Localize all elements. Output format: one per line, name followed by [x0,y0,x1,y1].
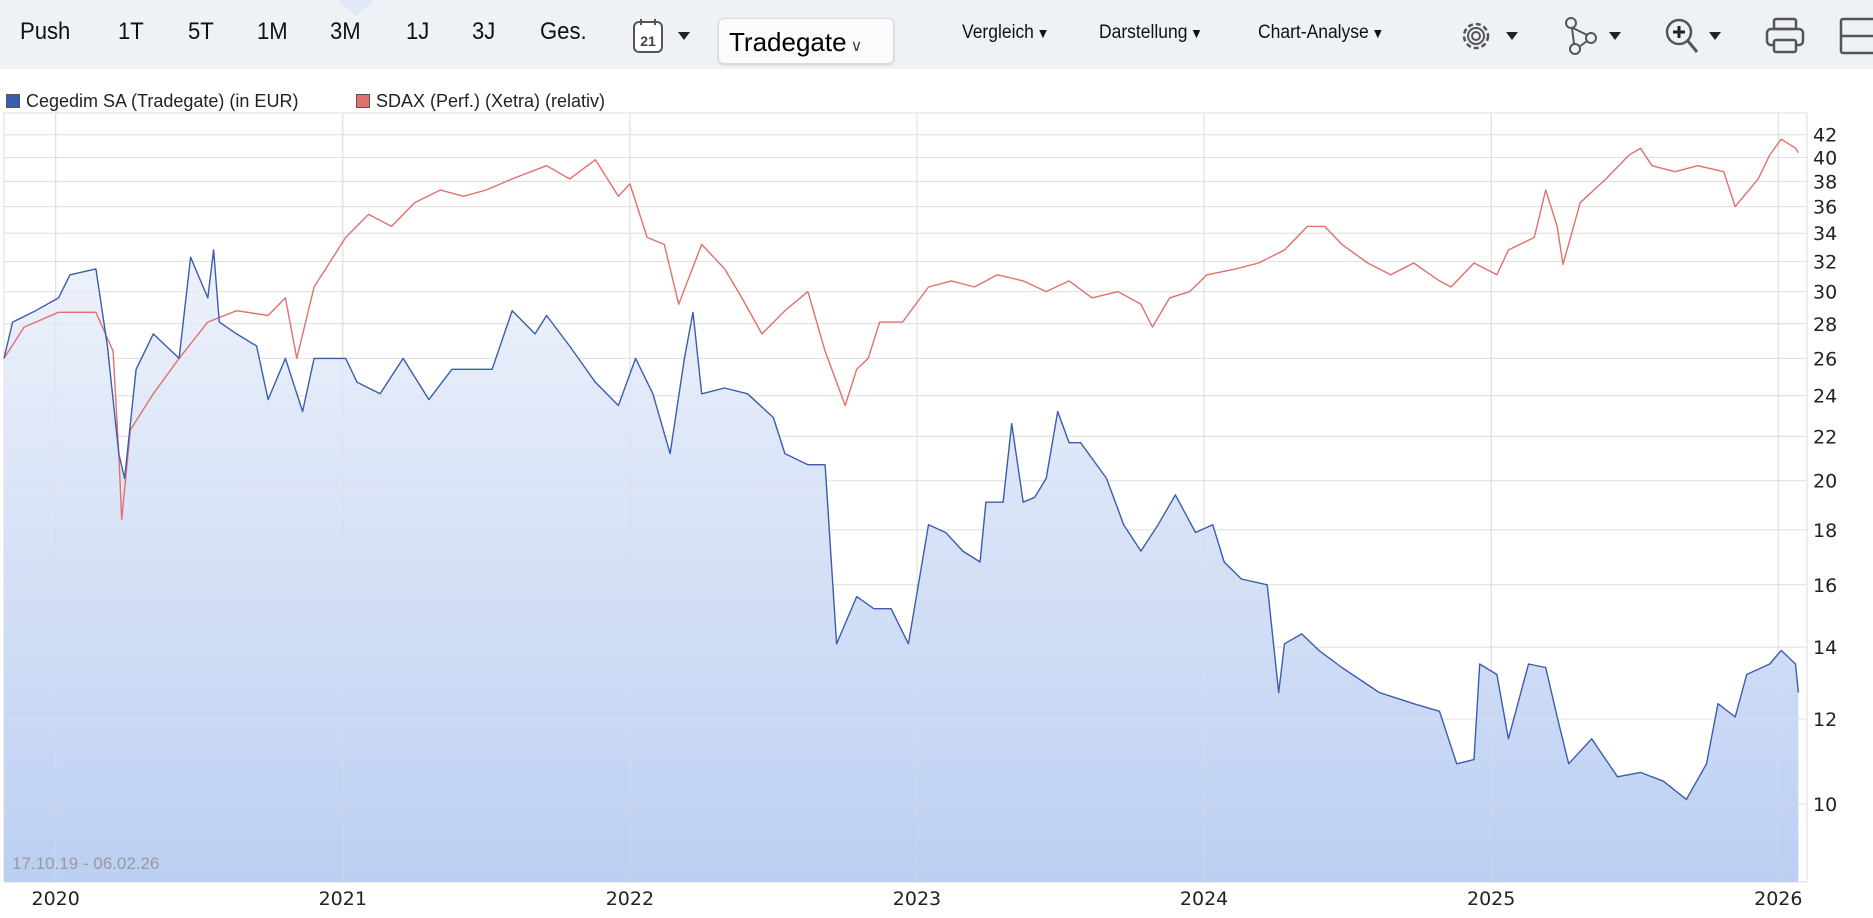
settings-button[interactable] [1458,16,1528,61]
printer-icon [1765,17,1805,54]
calendar-icon: 21 [633,19,690,53]
y-tick-label: 40 [1813,147,1837,169]
x-tick-label: 2025 [1467,888,1515,910]
network-icon [1565,17,1621,55]
dropdown-arrow-icon: ▼ [1190,25,1203,41]
y-tick-label: 16 [1813,575,1837,597]
period-1t-button[interactable]: 1T [118,18,144,45]
cegedim-area [4,250,1799,882]
x-tick-label: 2023 [893,888,941,910]
legend-swatch [6,94,20,108]
display-menu[interactable]: Darstellung ▼ [1099,22,1203,44]
x-tick-label: 2026 [1754,888,1802,910]
y-tick-label: 30 [1813,282,1837,304]
period-push-button[interactable]: Push [20,18,71,45]
x-tick-label: 2022 [606,888,654,910]
y-tick-label: 20 [1813,471,1837,493]
legend-label: Cegedim SA (Tradegate) (in EUR) [26,91,299,111]
share-button[interactable] [1563,16,1633,61]
chart-analysis-menu[interactable]: Chart-Analyse ▼ [1258,22,1384,44]
legend-item-sdax[interactable]: SDAX (Perf.) (Xetra) (relativ) [356,91,605,112]
y-tick-label: 32 [1813,252,1837,274]
chart-analysis-menu-label: Chart-Analyse [1258,22,1369,43]
compare-menu[interactable]: Vergleich ▼ [962,22,1049,44]
y-tick-label: 22 [1813,426,1837,448]
cegedim-line [3,249,1800,801]
legend-label: SDAX (Perf.) (Xetra) (relativ) [376,91,606,111]
date-range-label: 17.10.19 - 06.02.26 [12,854,160,873]
period-1m-button[interactable]: 1M [257,18,288,45]
zoom-in-icon [1665,18,1721,53]
x-tick-label: 2024 [1180,888,1228,910]
y-tick-label: 10 [1813,794,1837,816]
display-menu-label: Darstellung [1099,22,1188,43]
save-button[interactable] [1838,16,1873,61]
calendar-button[interactable]: 21 [632,17,694,60]
y-tick-label: 28 [1813,314,1837,336]
period-all-button[interactable]: Ges. [540,18,587,45]
chart-series [3,113,1807,882]
period-1j-button[interactable]: 1J [406,18,430,45]
gear-icon [1462,22,1518,50]
toolbar: Push 1T 5T 1M 3M 1J 3J Ges. 21 Tradegate… [0,0,1873,69]
y-tick-label: 24 [1813,386,1837,408]
y-tick-label: 18 [1813,520,1837,542]
period-3m-button[interactable]: 3M [330,18,361,45]
y-tick-label: 38 [1813,171,1837,193]
legend-swatch [356,94,370,108]
calendar-day: 21 [640,33,656,49]
compare-menu-label: Vergleich [962,22,1034,43]
dropdown-arrow-icon: ▼ [1371,25,1385,41]
x-tick-label: 2020 [31,888,79,910]
dropdown-arrow-icon: ▼ [1036,25,1050,41]
y-tick-label: 36 [1813,197,1837,219]
print-button[interactable] [1764,16,1808,61]
y-tick-label: 12 [1813,709,1837,731]
y-tick-label: 34 [1813,223,1837,245]
y-tick-label: 14 [1813,637,1837,659]
save-icon [1839,17,1873,55]
period-3j-button[interactable]: 3J [472,18,496,45]
chevron-down-icon: ∨ [850,38,863,55]
legend-item-cegedim[interactable]: Cegedim SA (Tradegate) (in EUR) [6,91,298,112]
period-5t-button[interactable]: 5T [188,18,214,45]
grid-overlay [4,113,1807,882]
y-tick-label: 42 [1813,125,1837,147]
active-period-marker [338,0,374,16]
zoom-button[interactable] [1663,16,1733,63]
dropdown-arrow-icon [678,32,690,40]
sdax-line [3,138,1799,521]
exchange-value: Tradegate [729,27,847,57]
x-tick-label: 2021 [319,888,367,910]
y-tick-label: 26 [1813,348,1837,370]
exchange-select[interactable]: Tradegate ∨ [718,18,894,64]
